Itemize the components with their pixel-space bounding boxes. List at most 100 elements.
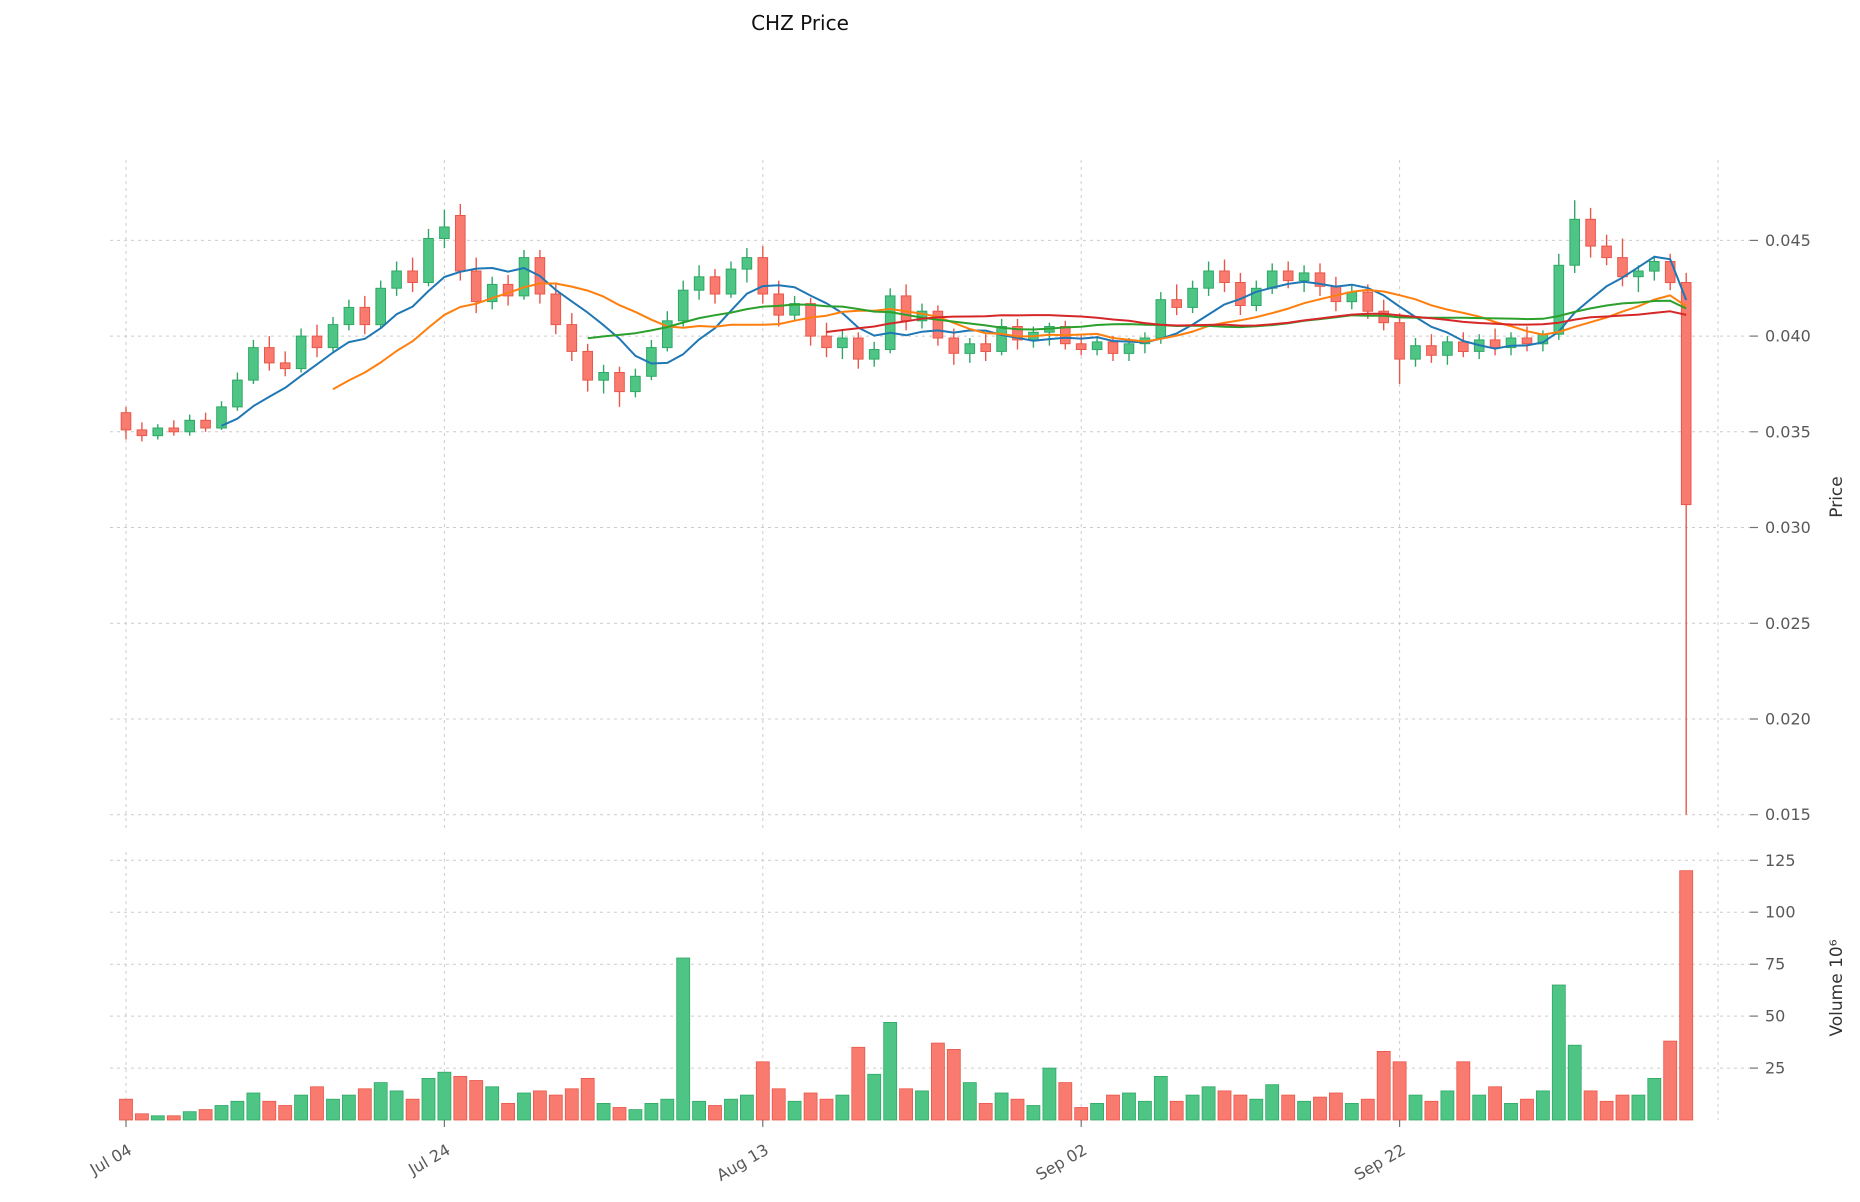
volume-bar [1392, 1061, 1407, 1121]
volume-bar [946, 1049, 961, 1121]
volume-bar [1297, 1100, 1311, 1121]
candle-body [805, 303, 816, 337]
candle-body [295, 335, 307, 370]
volume-axis-title: Volume 10⁶ [1827, 939, 1847, 1036]
volume-bar [1567, 1044, 1582, 1121]
candle-body [232, 379, 243, 408]
candle-body [136, 429, 148, 437]
volume-bar [819, 1098, 834, 1121]
candle-body [407, 270, 418, 283]
candle-body [868, 349, 880, 360]
volume-tick-label: 100 [1765, 903, 1796, 922]
candle-body [709, 276, 721, 295]
candle-body [980, 343, 992, 352]
volume-tick-label: 75 [1765, 955, 1785, 974]
volume-bar [166, 1115, 181, 1121]
candle-body [184, 419, 195, 433]
date-tick-label: Sep 02 [1033, 1140, 1091, 1184]
volume-bar [198, 1109, 213, 1121]
candle-body [327, 324, 339, 349]
volume-tick-label: 25 [1765, 1059, 1785, 1078]
volume-bar [214, 1105, 229, 1121]
date-tick-label: Jul 24 [404, 1140, 453, 1179]
volume-bar [1663, 1040, 1678, 1121]
volume-tick-label: 50 [1765, 1007, 1785, 1026]
volume-bar [182, 1111, 197, 1121]
volume-bar [1313, 1096, 1327, 1121]
candle-body [343, 306, 355, 326]
candle-body [1664, 261, 1676, 284]
volume-bar [644, 1103, 659, 1121]
candle-body [964, 343, 976, 354]
volume-bar [851, 1046, 866, 1121]
ma-line-7 [221, 255, 1688, 427]
date-tick-label: Sep 22 [1351, 1140, 1409, 1184]
candle-body [1633, 270, 1644, 278]
candle-body [1235, 282, 1246, 306]
candle-body [439, 226, 450, 239]
chart-title: CHZ Price [751, 11, 849, 35]
date-tick-label: Jul 04 [86, 1140, 135, 1179]
candle-body [566, 324, 578, 352]
volume-bar [1090, 1103, 1104, 1121]
candle-body [1521, 337, 1533, 345]
candle-body [1107, 341, 1119, 354]
volume-bar [1360, 1098, 1375, 1121]
volume-bar [724, 1098, 738, 1121]
candle-body [662, 320, 673, 349]
volume-bar [119, 1098, 133, 1121]
price-axis-title: Price [1827, 476, 1847, 517]
candle-body [1601, 245, 1612, 259]
candles-layer [120, 200, 1692, 815]
volume-bar [994, 1092, 1009, 1121]
candle-body [1298, 272, 1310, 282]
candle-body [1553, 264, 1565, 335]
volume-bar [1440, 1090, 1455, 1121]
volume-bar [899, 1088, 913, 1121]
volume-bar [1536, 1090, 1550, 1121]
price-tick-label: 0.025 [1765, 614, 1811, 633]
candle-body [773, 293, 785, 316]
volume-bar [708, 1105, 722, 1121]
ma-line-45 [826, 310, 1687, 333]
volume-bar [1010, 1098, 1025, 1121]
volume-bar [931, 1042, 945, 1121]
volume-bar [246, 1092, 261, 1121]
ma-layer [221, 255, 1688, 427]
volume-bar [357, 1088, 372, 1121]
volume-bar [1408, 1094, 1423, 1121]
candle-body [1171, 299, 1183, 308]
volume-bar [978, 1103, 993, 1121]
candle-body [200, 419, 211, 429]
candle-body [279, 362, 291, 370]
volume-bar [1281, 1094, 1296, 1121]
volume-layer [119, 870, 1694, 1121]
candle-body [486, 283, 498, 303]
volume-bar [740, 1094, 754, 1121]
candle-body [1680, 282, 1692, 506]
volume-bar [262, 1100, 277, 1121]
volume-bar [1679, 870, 1694, 1121]
price-tick-label: 0.035 [1765, 422, 1811, 441]
volume-bar [1265, 1084, 1280, 1121]
volume-bar [612, 1107, 627, 1121]
candle-body [693, 276, 705, 291]
price-tick-label: 0.045 [1765, 231, 1811, 250]
volume-bar [883, 1022, 898, 1121]
candle-body [630, 375, 641, 393]
volume-tick-label: 125 [1765, 851, 1796, 870]
volume-bar [628, 1109, 643, 1121]
volume-bar [278, 1105, 293, 1121]
volume-bar [453, 1076, 468, 1121]
candle-body [1585, 218, 1596, 247]
volume-bar [1424, 1100, 1439, 1121]
candle-body [455, 215, 466, 272]
volume-bar [1217, 1090, 1232, 1121]
candle-body [614, 372, 625, 393]
volume-bar [1106, 1094, 1120, 1121]
volume-bar [469, 1080, 484, 1121]
volume-bar [437, 1071, 452, 1121]
candle-body [1505, 337, 1517, 349]
volume-bar [1201, 1086, 1216, 1121]
